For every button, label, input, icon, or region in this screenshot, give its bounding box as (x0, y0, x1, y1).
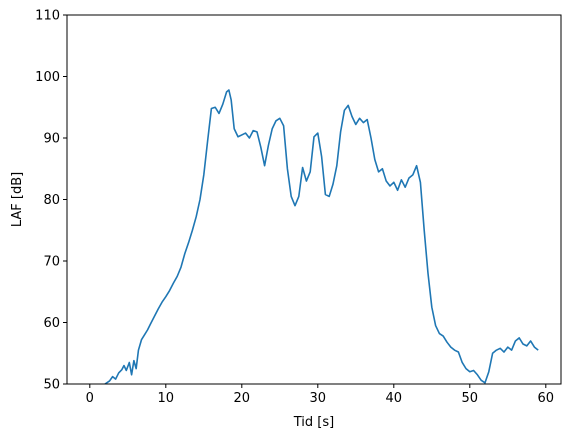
y-tick-label: 50 (43, 378, 60, 393)
y-tick-label: 90 (43, 132, 60, 147)
y-tick-label: 60 (43, 316, 60, 331)
y-axis-ticks: 50 60 70 80 90 100 110 (35, 9, 67, 393)
x-tick-label: 50 (462, 391, 479, 406)
y-axis-label: LAF [dB] (10, 172, 25, 227)
series-line (104, 89, 539, 384)
y-tick-label: 110 (35, 9, 60, 24)
x-tick-label: 30 (310, 391, 327, 406)
x-tick-label: 20 (234, 391, 251, 406)
y-tick-label: 70 (43, 255, 60, 270)
plot-area (104, 89, 539, 384)
y-tick-label: 100 (35, 70, 60, 85)
y-tick-label: 80 (43, 193, 60, 208)
x-tick-label: 0 (86, 391, 94, 406)
x-tick-label: 10 (158, 391, 175, 406)
x-axis-ticks: 0 10 20 30 40 50 60 (86, 384, 554, 406)
x-tick-label: 40 (386, 391, 403, 406)
x-tick-label: 60 (538, 391, 555, 406)
x-axis-label: Tid [s] (293, 415, 334, 430)
